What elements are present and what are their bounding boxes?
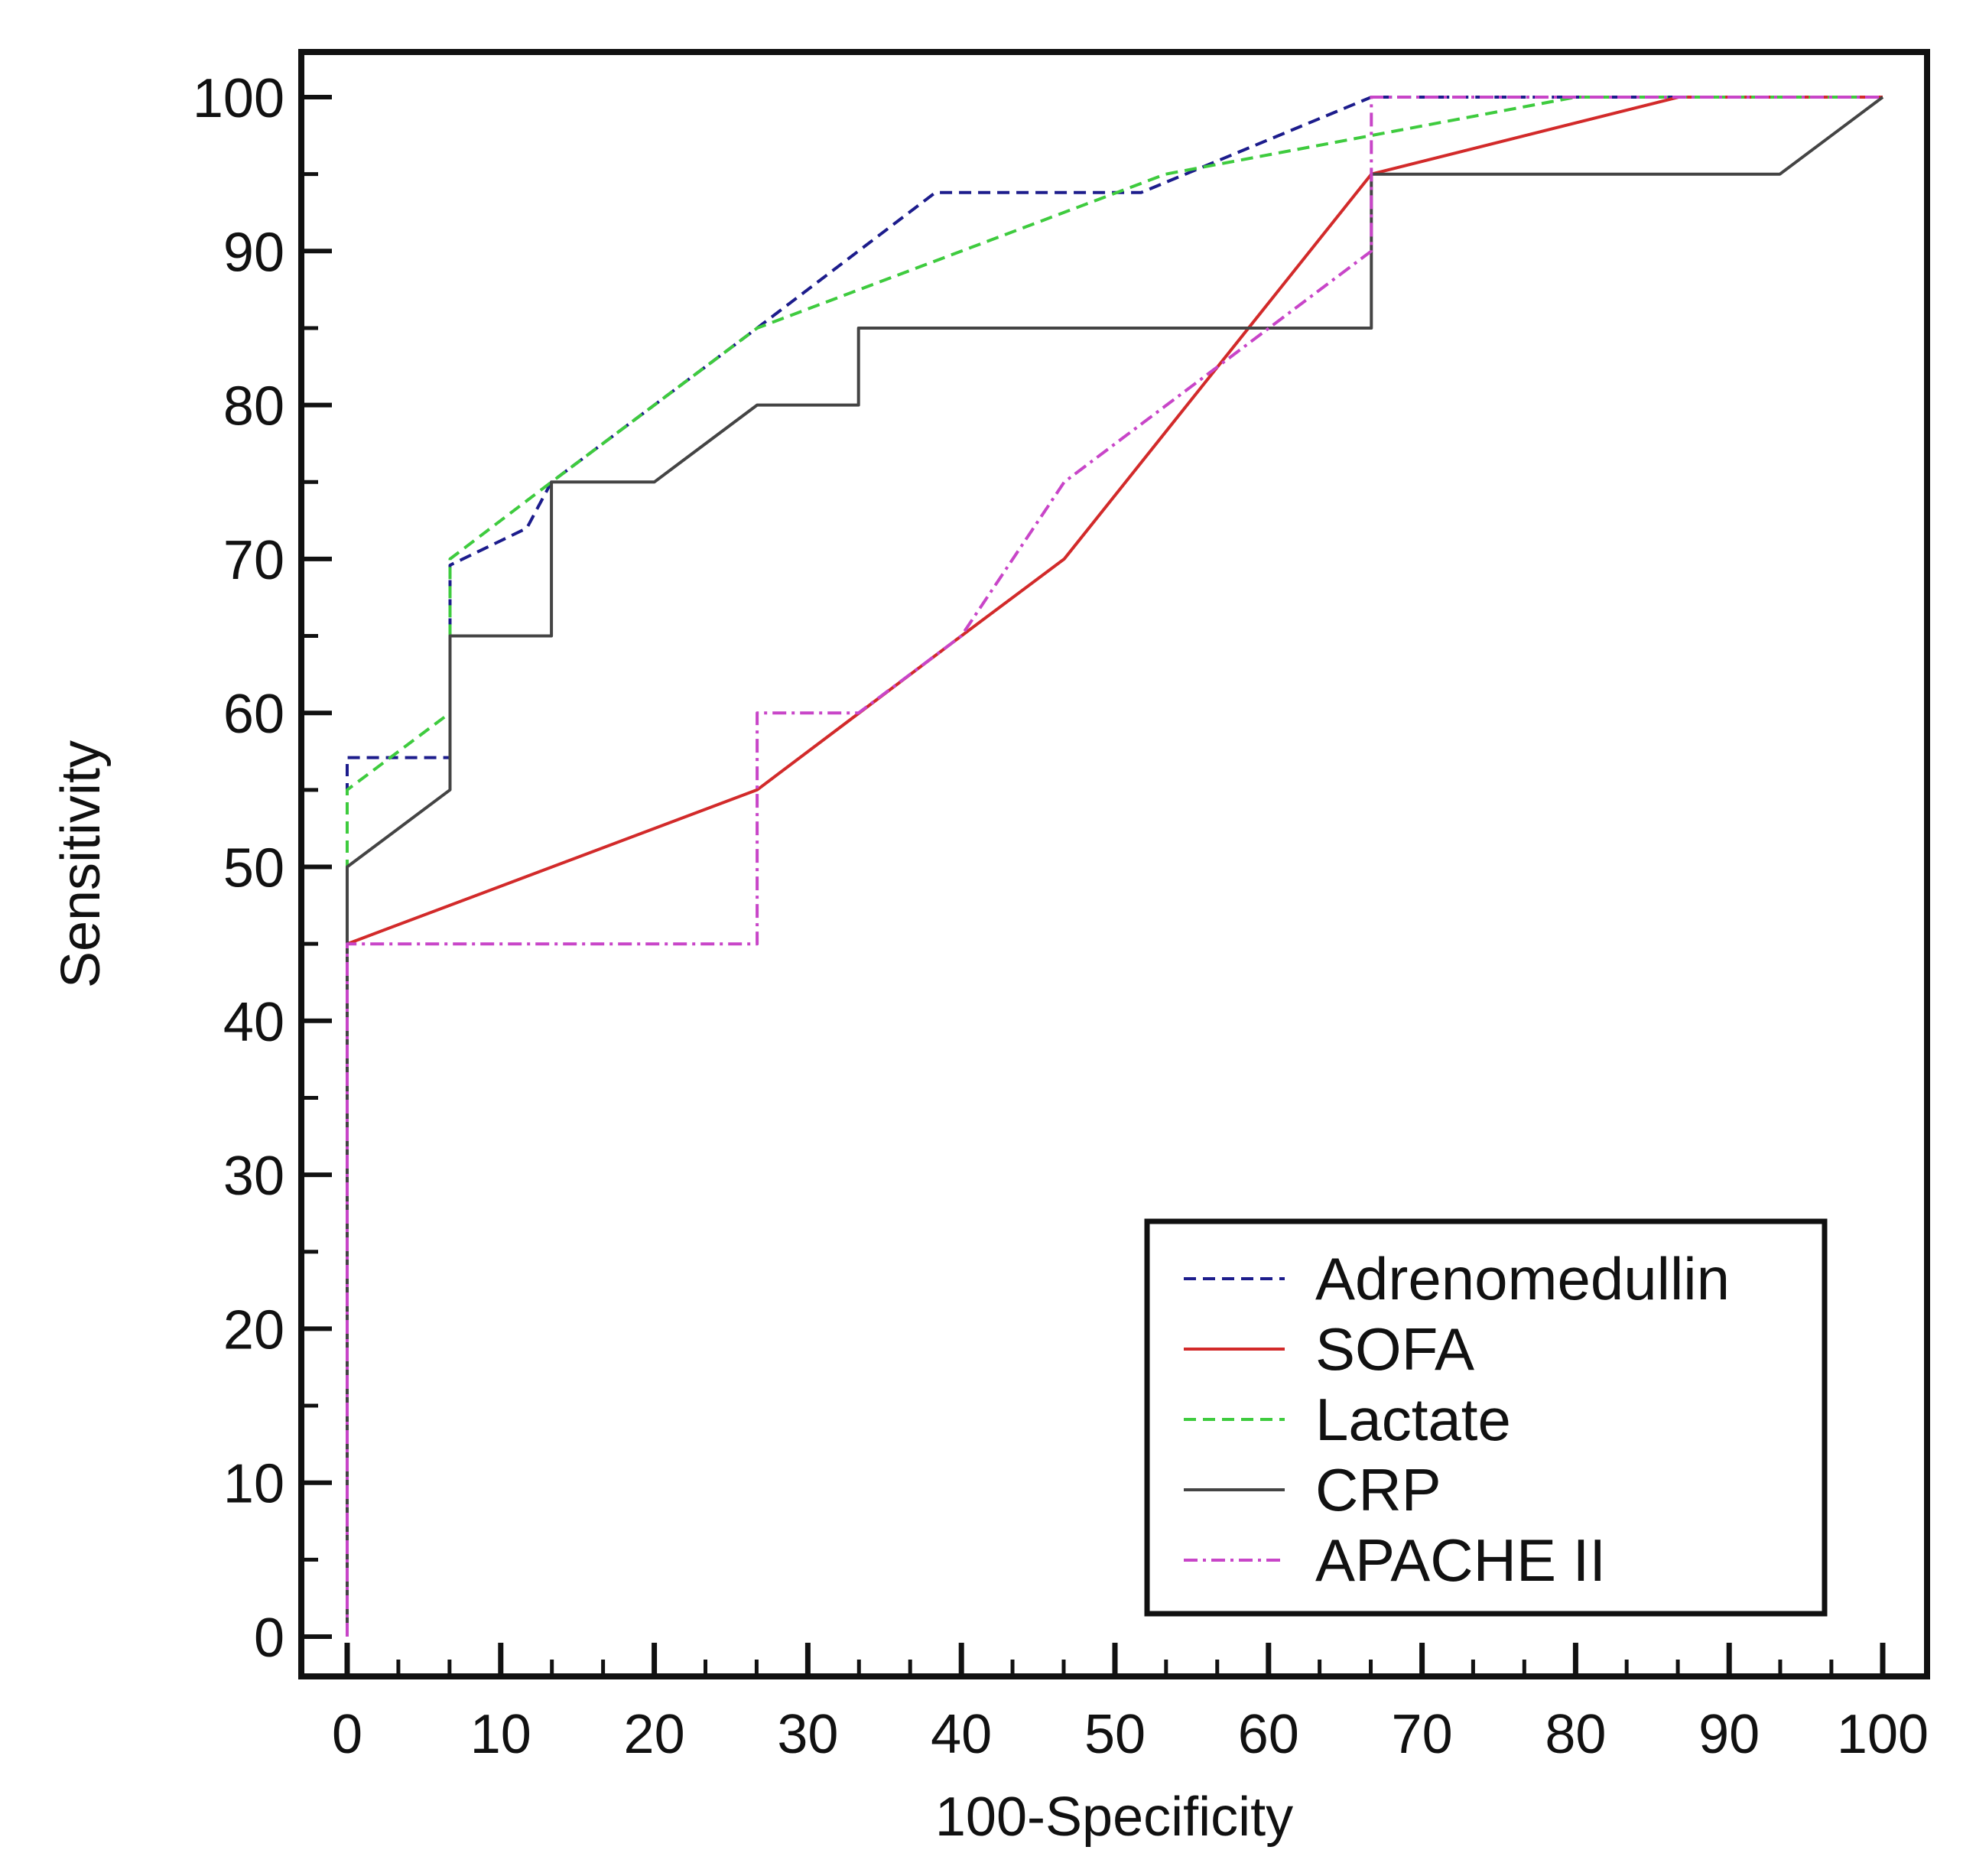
legend-label: APACHE II	[1315, 1526, 1606, 1594]
legend-box	[1144, 1218, 1828, 1617]
x-axis-ticks: 0 10 20 30 40 50 60 70 80 90 100	[332, 1643, 1929, 1765]
series-layer	[346, 96, 1884, 1637]
x-axis-label: 100-Specificity	[935, 1787, 1293, 1848]
x-tick-label: 10	[470, 1704, 531, 1765]
y-tick-label: 10	[223, 1454, 284, 1515]
x-tick-label: 0	[332, 1704, 362, 1765]
y-tick-label: 40	[223, 992, 284, 1053]
x-tick-label: 60	[1238, 1704, 1299, 1765]
series-line-lactate	[346, 96, 1883, 1637]
y-tick-label: 0	[254, 1608, 284, 1669]
legend-label: Adrenomedullin	[1315, 1245, 1730, 1312]
legend-label: CRP	[1315, 1456, 1441, 1523]
x-tick-label: 50	[1084, 1704, 1146, 1765]
y-tick-label: 60	[223, 684, 284, 745]
y-tick-label: 80	[223, 376, 284, 437]
series-line-apache-ii	[346, 96, 1883, 1637]
y-tick-label: 100	[193, 68, 284, 129]
series-line-sofa	[346, 96, 1883, 1637]
legend-label: SOFA	[1315, 1315, 1474, 1383]
y-tick-label: 70	[223, 530, 284, 591]
y-axis-label: Sensitivity	[50, 740, 112, 988]
x-tick-label: 80	[1545, 1704, 1606, 1765]
y-tick-label: 20	[223, 1299, 284, 1361]
x-tick-label: 70	[1392, 1704, 1453, 1765]
legend-label: Lactate	[1315, 1386, 1511, 1453]
x-tick-label: 30	[777, 1704, 838, 1765]
y-axis-ticks: 0 10 20 30 40 50 60 70 80 90 100	[193, 68, 332, 1669]
x-tick-label: 100	[1837, 1704, 1929, 1765]
y-tick-label: 50	[223, 838, 284, 899]
x-tick-label: 40	[931, 1704, 992, 1765]
y-tick-label: 90	[223, 222, 284, 283]
x-tick-label: 20	[624, 1704, 685, 1765]
y-tick-label: 30	[223, 1146, 284, 1207]
x-tick-label: 90	[1698, 1704, 1760, 1765]
